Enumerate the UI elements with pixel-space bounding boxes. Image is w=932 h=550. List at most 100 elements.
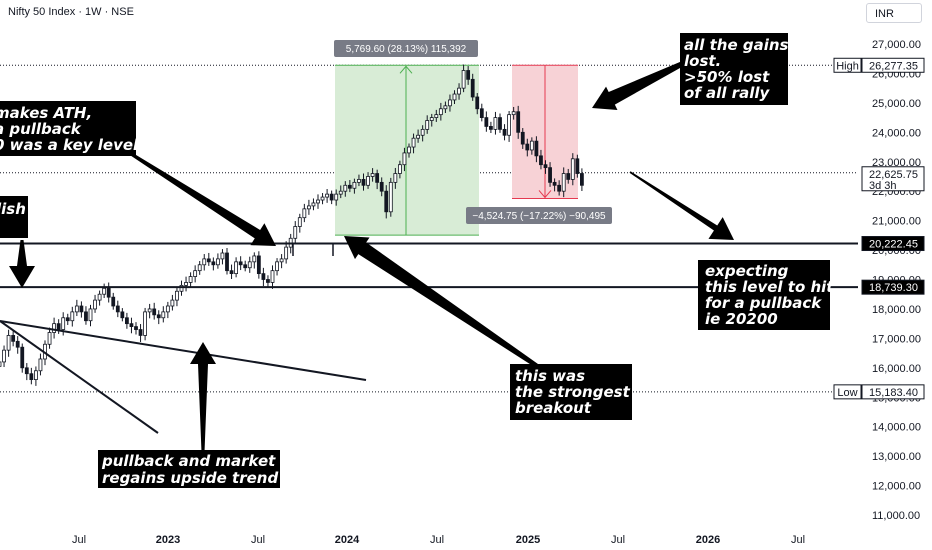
note-breakout-box [510, 364, 632, 420]
note-ath-line: a pullback [0, 120, 82, 138]
note-breakout-line: this was [515, 367, 585, 385]
annotation-arrows [9, 58, 734, 452]
candle-body [375, 173, 380, 183]
measure-down-arrowhead [538, 190, 552, 199]
candle-body [448, 99, 452, 107]
note-expecting-line: for a pullback [705, 294, 822, 312]
candle-body [102, 287, 107, 295]
note-pullback-box [98, 450, 280, 488]
candle-body [47, 332, 52, 345]
candle-body [284, 246, 289, 260]
candle-body [507, 114, 512, 136]
candle-body [539, 155, 543, 166]
y-tick-label: 27,000.00 [872, 39, 921, 51]
candle-body [457, 87, 461, 95]
candle-body [534, 140, 539, 157]
note-expecting-line: ie 20200 [705, 310, 778, 328]
candle-body [293, 226, 298, 239]
measure-up-label-bg [334, 40, 478, 57]
candle-body [493, 117, 498, 130]
x-tick-label: 2024 [335, 534, 360, 546]
candle-body [580, 173, 584, 186]
chart-title: Nifty 50 Index · 1W · NSE [8, 6, 134, 18]
price-tag-bg [861, 57, 925, 73]
candle-body [20, 346, 25, 369]
note-breakout-line: the strongest [515, 383, 631, 401]
price-tag-bg [861, 279, 925, 295]
candle-body [343, 184, 348, 192]
candle-body [334, 193, 339, 201]
candle-body [179, 284, 184, 292]
candle-body [302, 208, 307, 219]
arrow-breakout-note [344, 236, 542, 370]
candle-body [184, 282, 188, 286]
candle-body [557, 184, 562, 192]
candle-body [161, 311, 166, 319]
candle-body [470, 78, 475, 98]
note-ath-line: makes ATH, [0, 104, 92, 122]
note-breakout-line: breakout [515, 399, 592, 417]
candle-body [111, 296, 116, 307]
candle-body [566, 173, 571, 180]
candle-body [502, 128, 507, 136]
candle-body [88, 308, 93, 322]
candle-body [29, 373, 34, 380]
candle-body [270, 270, 275, 283]
currency-selector[interactable]: INR [866, 3, 922, 23]
arrow-pullback-note [190, 342, 216, 452]
candle-body [261, 273, 266, 280]
candle-body [65, 317, 70, 322]
candle-body [52, 323, 56, 333]
candle-body [370, 173, 375, 177]
candle-body [461, 70, 466, 89]
note-gains-line: of all rally [684, 84, 770, 102]
candle-body [93, 299, 97, 310]
x-tick-label: Jul [72, 534, 86, 546]
candle-body [175, 290, 179, 301]
candle-body [329, 193, 334, 201]
candle-body [411, 137, 416, 148]
price-tag-name: High [836, 60, 859, 72]
y-tick-label: 16,000.00 [872, 363, 921, 375]
lower-trend-line [0, 320, 159, 434]
candle-body [197, 264, 202, 272]
upper-trend-line [0, 320, 367, 381]
candle-body [306, 205, 311, 210]
candle-body [438, 108, 443, 116]
candle-body [252, 255, 257, 263]
candle-body [238, 261, 243, 266]
y-tick-label: 14,000.00 [872, 422, 921, 434]
note-expecting-line: this level to hit [705, 278, 834, 296]
candle-body [125, 317, 129, 325]
candle-body [575, 158, 580, 174]
price-tag-bg [861, 166, 925, 192]
candle-body [215, 258, 220, 266]
breakout-zone-lines [292, 243, 334, 256]
candle-body [366, 176, 370, 186]
note-gains-box [680, 33, 788, 105]
candle-body [520, 131, 525, 145]
y-tick-label: 12,000.00 [872, 481, 921, 493]
candle-body [206, 258, 211, 263]
candle-body [6, 335, 11, 351]
arrow-gains-note [592, 58, 691, 110]
x-tick-label: 2023 [156, 534, 180, 546]
x-axis: Jul 2023 Jul 2024 Jul 2025 Jul 2026 Jul [72, 534, 805, 546]
candle-body [443, 105, 448, 110]
price-tag-name-bg [833, 57, 862, 73]
y-tick-label: 24,000.00 [872, 127, 921, 139]
price-tag-name-bg [833, 384, 862, 400]
note-gains-line: lost. [684, 52, 721, 70]
candle-body [70, 311, 75, 322]
candle-body [361, 179, 366, 186]
candle-body [561, 173, 566, 192]
note-pullback-line: regains upside trend [102, 469, 278, 487]
candle-body [143, 311, 148, 336]
candle-body [416, 134, 421, 139]
candle-body [279, 258, 284, 263]
note-bullish-box [0, 196, 28, 238]
candle-body [56, 323, 61, 330]
candle-body [38, 358, 43, 372]
